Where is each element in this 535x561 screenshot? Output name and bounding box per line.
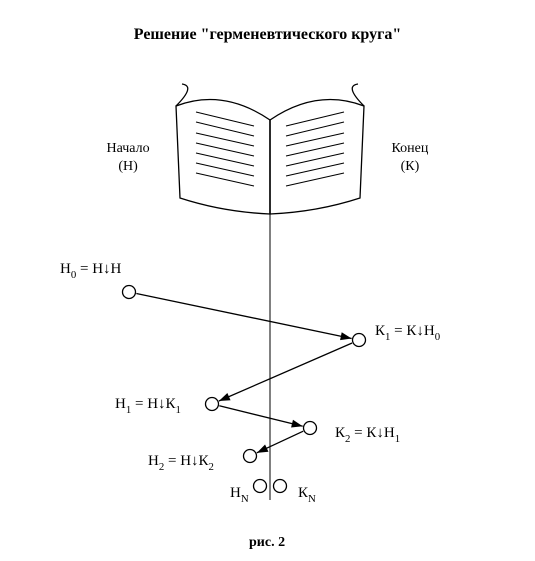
book-left-page bbox=[176, 100, 270, 214]
label-end: Конец(К) bbox=[392, 140, 429, 175]
book-icon bbox=[286, 173, 344, 186]
arrow-head bbox=[257, 445, 269, 453]
label-K2: К2 = К↓Н1 bbox=[335, 424, 400, 445]
node-H1 bbox=[206, 398, 219, 411]
figure-caption: рис. 2 bbox=[249, 534, 285, 552]
arrow-head bbox=[291, 420, 303, 428]
arrow-head bbox=[219, 393, 231, 401]
arrow-shaft bbox=[136, 294, 351, 339]
node-H0 bbox=[123, 286, 136, 299]
arrow-head bbox=[340, 332, 352, 340]
node-KN bbox=[274, 480, 287, 493]
label-HN: НN bbox=[230, 484, 249, 505]
node-H2 bbox=[244, 450, 257, 463]
arrow-shaft bbox=[219, 343, 352, 401]
label-K1: К1 = К↓Н0 bbox=[375, 322, 440, 343]
node-K2 bbox=[304, 422, 317, 435]
diagram-root: { "title": { "text": "Решение \"герменев… bbox=[0, 0, 535, 561]
label-beginning: Начало(Н) bbox=[107, 140, 150, 175]
label-H1: Н1 = Н↓К1 bbox=[115, 395, 181, 416]
book-right-page bbox=[270, 100, 364, 214]
label-H0: Н0 = Н↓Н bbox=[60, 260, 121, 281]
label-H2: Н2 = Н↓К2 bbox=[148, 452, 214, 473]
diagram-title: Решение "герменевтического круга" bbox=[0, 26, 535, 44]
label-KN: КN bbox=[298, 484, 316, 505]
node-K1 bbox=[353, 334, 366, 347]
arrow-shaft bbox=[219, 406, 302, 426]
node-HN bbox=[254, 480, 267, 493]
